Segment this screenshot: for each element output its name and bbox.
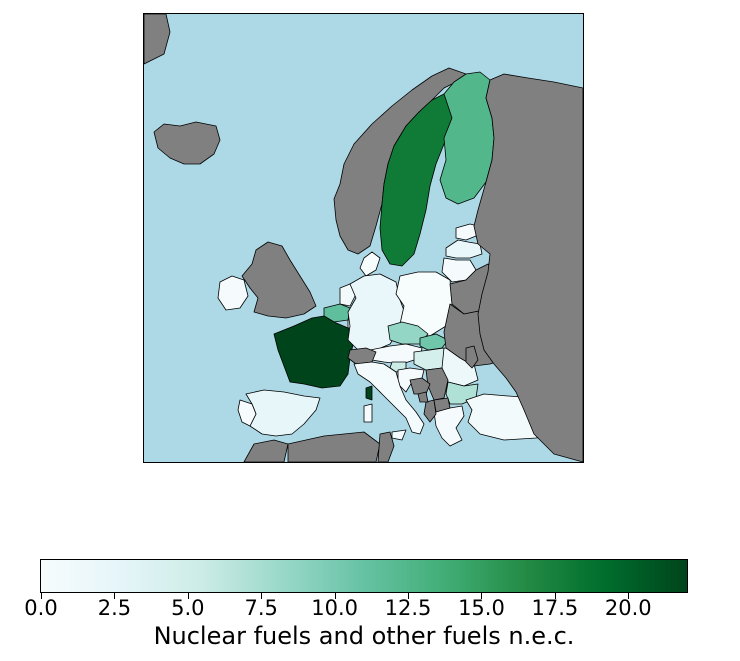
country-moldova [465, 345, 479, 369]
country-ireland [217, 275, 249, 311]
island-sicily [391, 429, 407, 441]
colorbar-tick-label: 10.0 [311, 596, 359, 620]
colorbar-tick-label: 15.0 [458, 596, 505, 620]
island-sardinia [363, 403, 373, 423]
colorbar-label: Nuclear fuels and other fuels n.e.c. [153, 622, 575, 650]
colorbar-tick-mark [481, 592, 483, 599]
colorbar-tick-label: 5.0 [171, 596, 205, 620]
country-greenland [144, 14, 171, 65]
country-albania [423, 399, 437, 423]
island-corsica [365, 385, 373, 401]
country-iceland [153, 121, 221, 165]
country-united-kingdom [241, 241, 317, 319]
colorbar-tick-mark [187, 592, 189, 599]
colorbar-tick-mark [261, 592, 263, 599]
colorbar-tick-label: 12.5 [384, 596, 432, 620]
country-montenegro [417, 391, 429, 403]
colorbar-tick-label: 20.0 [604, 596, 652, 620]
europe-map [144, 14, 583, 462]
country-morocco [243, 439, 289, 462]
colorbar-tick-mark [334, 592, 336, 599]
country-denmark [359, 251, 381, 277]
colorbar-tick-label: 7.5 [244, 596, 278, 620]
colorbar-tick-mark [408, 592, 410, 599]
country-poland [395, 271, 453, 337]
country-switzerland [347, 347, 377, 365]
colorbar [40, 559, 688, 599]
colorbar-tick-mark [41, 592, 42, 599]
map-panel [143, 13, 584, 463]
colorbar-tick-label: 0.0 [24, 596, 58, 620]
colorbar-gradient [40, 559, 688, 593]
country-north-macedonia [433, 397, 451, 413]
colorbar-tick-mark [554, 592, 556, 599]
country-latvia [445, 239, 483, 259]
country-bosnia-and-herzegovina [409, 377, 431, 395]
country-portugal [237, 399, 257, 427]
country-tunisia [377, 431, 395, 462]
colorbar-tick-label: 2.5 [97, 596, 132, 620]
colorbar-tick-label: 17.5 [531, 596, 579, 620]
country-sweden [379, 93, 457, 267]
country-italy [353, 361, 425, 435]
country-russia [473, 73, 583, 462]
country-greece [433, 405, 465, 447]
colorbar-tick-mark [628, 592, 630, 599]
country-france [273, 315, 355, 389]
colorbar-tick-mark [114, 592, 116, 599]
